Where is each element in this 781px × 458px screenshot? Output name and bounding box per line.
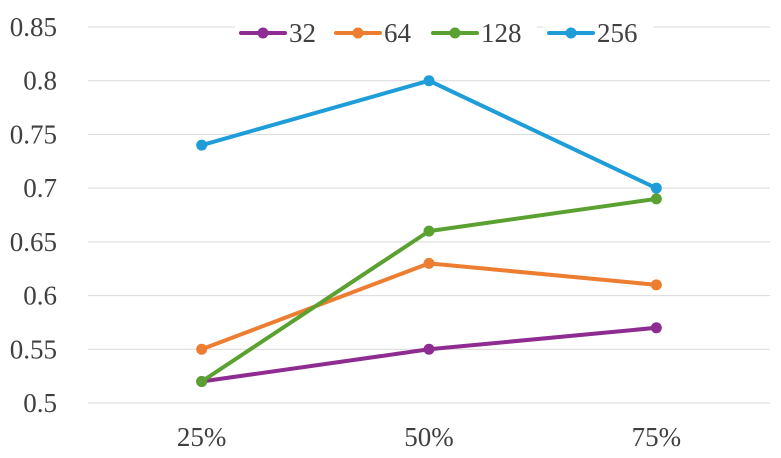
data-point [196,376,208,388]
y-tick-label: 0.6 [23,281,57,311]
series-64 [196,257,662,355]
x-tick-label: 75% [632,422,682,452]
x-axis-ticks: 25% 50% 75% [177,422,681,452]
data-point [650,279,662,291]
series-32 [196,322,662,388]
legend: 32 64 128 256 [235,14,653,50]
legend-item: 128 [427,14,537,50]
data-point [423,257,435,269]
data-point [650,193,662,205]
y-tick-label: 0.75 [10,119,57,149]
legend-swatch-marker [352,27,364,39]
y-tick-label: 0.85 [10,12,57,42]
legend-label: 128 [481,18,522,48]
data-point [196,139,208,151]
data-point [196,343,208,355]
legend-swatch-marker [257,27,269,39]
y-tick-label: 0.65 [10,227,57,257]
series-group [196,75,662,388]
y-tick-label: 0.55 [10,334,57,364]
y-tick-label: 0.5 [23,388,57,418]
legend-label: 256 [597,18,638,48]
data-point [423,225,435,237]
data-point [423,75,435,87]
legend-label: 64 [384,18,412,48]
series-256 [196,75,662,194]
legend-item: 64 [330,14,440,50]
y-tick-label: 0.8 [23,66,57,96]
data-point [650,182,662,194]
legend-swatch-marker [449,27,461,39]
legend-label: 32 [289,18,316,48]
x-tick-label: 25% [177,422,227,452]
series-128 [196,193,662,388]
legend-item: 256 [543,14,653,50]
y-tick-label: 0.7 [23,173,57,203]
x-tick-label: 50% [404,422,454,452]
y-axis-ticks: 0.5 0.55 0.6 0.65 0.7 0.75 0.8 0.85 [10,12,57,418]
data-point [650,322,662,334]
legend-item: 32 [235,14,345,50]
data-point [423,343,435,355]
legend-swatch-marker [565,27,577,39]
